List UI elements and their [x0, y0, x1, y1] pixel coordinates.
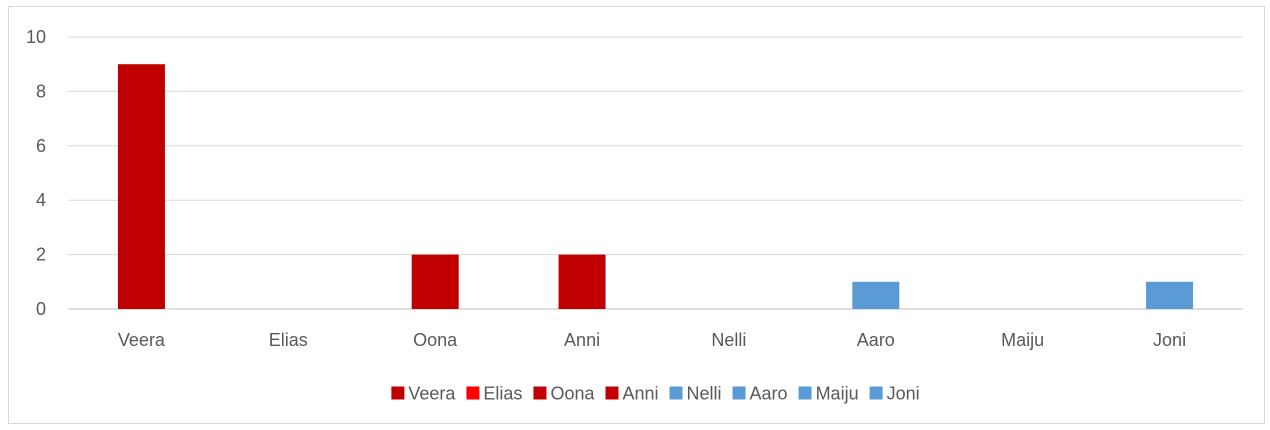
legend-label: Anni: [622, 384, 658, 404]
legend-swatch: [869, 386, 883, 400]
x-tick-label: Anni: [564, 330, 600, 350]
legend: Veera Elias Oona Anni Nelli Aaro Maiju Joni: [391, 384, 920, 404]
legend-swatch: [466, 386, 480, 400]
legend-label: Oona: [550, 384, 595, 404]
gridlines: [68, 36, 1243, 310]
legend-item-maiju: Maiju: [798, 384, 859, 404]
y-tick-label: 2: [36, 245, 46, 265]
y-tick-label: 10: [26, 27, 46, 47]
x-tick-label: Nelli: [711, 330, 746, 350]
x-tick-label: Elias: [269, 330, 308, 350]
legend-swatch: [605, 386, 619, 400]
legend-label: Joni: [887, 384, 920, 404]
x-tick-label: Aaro: [857, 330, 895, 350]
legend-label: Aaro: [750, 384, 788, 404]
bar-anni: [558, 254, 606, 309]
y-tick-label: 4: [36, 190, 46, 210]
legend-swatch: [533, 386, 547, 400]
legend-swatch: [391, 386, 405, 400]
x-tick-label: Veera: [118, 330, 166, 350]
chart-area: [8, 6, 1265, 424]
legend-item-anni: Anni: [605, 384, 659, 404]
legend-item-aaro: Aaro: [732, 384, 788, 404]
bar-joni: [1146, 281, 1194, 309]
x-tick-label: Joni: [1153, 330, 1186, 350]
legend-item-veera: Veera: [391, 384, 456, 404]
y-tick-label: 6: [36, 136, 46, 156]
legend-item-oona: Oona: [533, 384, 595, 404]
y-axis: 0 2 4 6 8 10: [26, 27, 46, 319]
x-axis: Veera Elias Oona Anni Nelli Aaro Maiju Joni: [118, 330, 1186, 350]
legend-swatch: [732, 386, 746, 400]
bars: [117, 64, 1194, 309]
x-tick-label: Maiju: [1001, 330, 1044, 350]
bar-aaro: [852, 281, 900, 309]
legend-swatch: [669, 386, 683, 400]
legend-swatch: [798, 386, 812, 400]
legend-item-joni: Joni: [869, 384, 920, 404]
bar-oona: [411, 254, 459, 309]
legend-label: Maiju: [816, 384, 859, 404]
y-tick-label: 8: [36, 81, 46, 101]
y-tick-label: 0: [36, 299, 46, 319]
legend-item-nelli: Nelli: [669, 384, 722, 404]
x-tick-label: Oona: [413, 330, 458, 350]
legend-label: Elias: [483, 384, 522, 404]
bar-veera: [117, 64, 165, 309]
legend-label: Nelli: [687, 384, 722, 404]
legend-label: Veera: [408, 384, 456, 404]
legend-item-elias: Elias: [466, 384, 522, 404]
